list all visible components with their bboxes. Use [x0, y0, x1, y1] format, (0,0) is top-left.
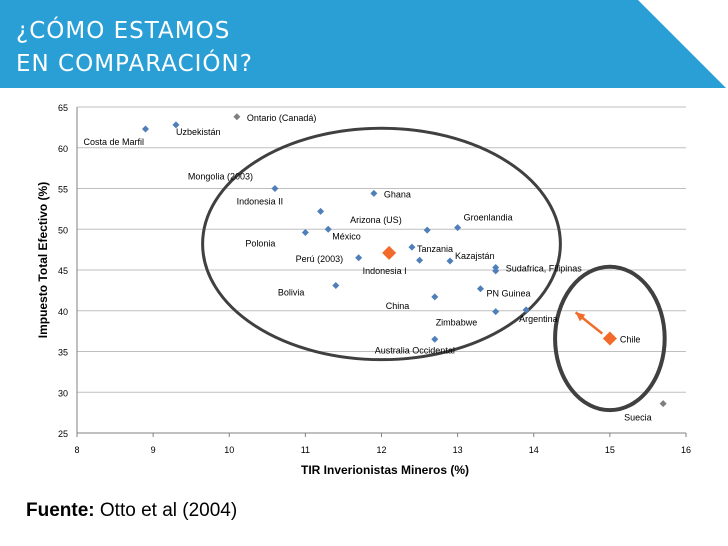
x-axis-label: TIR Inverionistas Mineros (%)	[301, 463, 469, 477]
y-tick-labels: 25 30 35 40 45 50 55 60 65	[58, 103, 68, 439]
x-tick-labels: 8 9 10 11 12 13 14 15 16	[74, 445, 691, 455]
arrow-head	[575, 312, 586, 322]
x-tick-label: 16	[681, 445, 691, 455]
point-label: Australia Occidental	[375, 345, 455, 355]
point-label: México	[332, 231, 361, 241]
x-tick-label: 12	[376, 445, 386, 455]
point-pn-guinea	[476, 285, 484, 293]
x-tick-label: 10	[224, 445, 234, 455]
x-tick-label: 14	[529, 445, 539, 455]
point-label: Sudafrica, Filipinas	[506, 264, 583, 274]
y-tick-label: 50	[58, 225, 68, 235]
point-label: Arizona (US)	[350, 215, 402, 225]
point-label: Costa de Marfil	[84, 137, 145, 147]
point-bolivia	[332, 281, 340, 289]
point-label: Ontario (Canadá)	[247, 113, 317, 123]
point-per-2003-	[355, 254, 363, 262]
scatter-chart: 25 30 35 40 45 50 55 60 65 8 9 10 11 12 13 14 15 16 Cost…	[36, 103, 691, 477]
y-tick-label: 45	[58, 266, 68, 276]
axes	[76, 107, 687, 437]
x-tick-label: 15	[605, 445, 615, 455]
point-m-xico	[324, 225, 332, 233]
y-tick-label: 55	[58, 185, 68, 195]
point-label: Mongolia (2003)	[188, 172, 253, 182]
point-label: Polonia	[245, 239, 275, 249]
banner-corner-cut	[638, 0, 728, 88]
x-tick-label: 11	[301, 445, 310, 455]
point-label: Perú (2003)	[296, 254, 344, 264]
point-label: Kazajstán	[455, 251, 495, 261]
point-polonia	[301, 229, 309, 237]
point-argentina	[522, 306, 530, 314]
point-arizona-us-	[423, 226, 431, 234]
x-tick-label: 13	[453, 445, 463, 455]
point-label: Tanzania	[417, 244, 453, 254]
point-label: Zimbabwe	[436, 318, 478, 328]
point-china	[431, 293, 439, 301]
source-label: Fuente:	[26, 500, 95, 521]
point-label: Argentina	[519, 314, 558, 324]
point-uzbekist-n	[172, 121, 180, 129]
data-point	[492, 267, 500, 275]
point-label: Bolivia	[278, 287, 305, 297]
point-label: Suecia	[624, 413, 652, 423]
x-tick-label: 8	[74, 445, 79, 455]
point-indonesia-i	[416, 256, 424, 264]
point-indonesia-ii	[317, 207, 325, 215]
group-ellipse	[201, 126, 562, 362]
point-groenlandia	[454, 224, 462, 232]
point-suecia	[659, 400, 667, 408]
data-points	[142, 113, 667, 408]
point-zimbabwe	[492, 308, 500, 316]
title-banner: ¿CÓMO ESTAMOS EN COMPARACIÓN?	[0, 0, 728, 88]
point-labels: Costa de Marfil Uzbekistán Ontario (Canadá…	[84, 113, 652, 423]
title-line-2: EN COMPARACIÓN?	[16, 51, 253, 77]
data-point	[382, 245, 397, 260]
point-label: Chile	[620, 334, 641, 344]
y-tick-label: 60	[58, 144, 68, 154]
y-tick-label: 65	[58, 103, 68, 113]
point-kazajst-n	[446, 257, 454, 265]
point-australia-occidental	[431, 335, 439, 343]
y-tick-label: 25	[58, 429, 68, 439]
source-text: Otto et al (2004)	[99, 500, 238, 521]
point-label: Indonesia II	[237, 196, 284, 206]
point-tanzania	[408, 243, 416, 251]
point-costa-de-marfil	[142, 125, 150, 133]
chart-annotations	[201, 126, 667, 413]
point-label: China	[386, 301, 410, 311]
point-label: PN Guinea	[486, 289, 530, 299]
point-label: Ghana	[384, 189, 411, 199]
point-label: Uzbekistán	[176, 127, 221, 137]
y-tick-label: 30	[58, 388, 68, 398]
y-tick-label: 35	[58, 348, 68, 358]
source-note: Fuente: Otto et al (2004)	[26, 500, 237, 522]
highlight-circle	[553, 264, 667, 413]
point-ghana	[370, 189, 378, 197]
point-chile	[602, 331, 617, 346]
y-axis-label: Impuesto Total Efectivo (%)	[36, 182, 50, 338]
point-label: Groenlandia	[464, 213, 513, 223]
point-mongolia-2003-	[271, 185, 279, 192]
y-tick-label: 40	[58, 307, 68, 317]
title-line-1: ¿CÓMO ESTAMOS	[16, 18, 231, 44]
x-tick-label: 9	[151, 445, 156, 455]
point-ontario-canad-	[233, 113, 241, 121]
point-label: Indonesia I	[363, 266, 407, 276]
